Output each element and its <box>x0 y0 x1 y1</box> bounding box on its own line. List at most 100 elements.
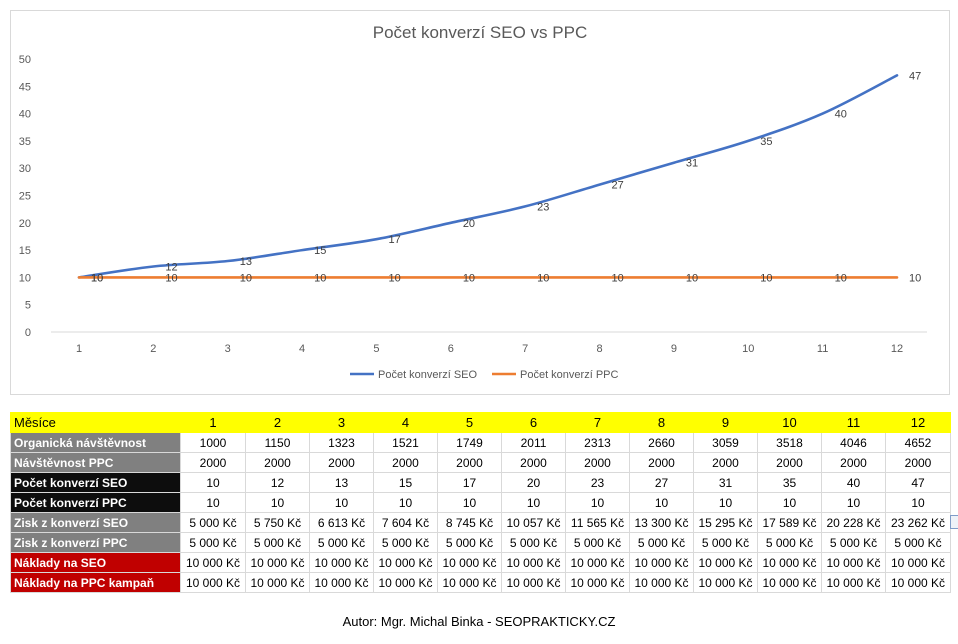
data-label: 10 <box>240 272 252 284</box>
x-tick-label: 8 <box>596 343 602 355</box>
table-cell: 23 <box>565 472 630 493</box>
x-tick-label: 12 <box>891 343 903 355</box>
data-label: 10 <box>835 272 847 284</box>
y-tick-label: 10 <box>19 272 31 284</box>
table-cell: 5 000 Kč <box>885 532 951 553</box>
data-label: 12 <box>165 261 177 273</box>
table-cell: 5 750 Kč <box>245 512 310 533</box>
data-label: 10 <box>612 272 624 284</box>
author-credit: Autor: Mgr. Michal Binka - SEOPRAKTICKY.… <box>342 614 616 629</box>
data-label: 15 <box>314 245 326 257</box>
data-label: 35 <box>760 136 772 148</box>
paste-options-icon[interactable] <box>950 515 958 529</box>
month-header-cell: 5 <box>437 412 502 433</box>
table-cell: 6 613 Kč <box>309 512 374 533</box>
table-cell: 31 <box>693 472 758 493</box>
y-tick-label: 40 <box>19 109 31 121</box>
x-tick-label: 1 <box>76 343 82 355</box>
table-cell: 10 000 Kč <box>437 552 502 573</box>
table-cell: 10 000 Kč <box>373 552 438 573</box>
table-header-label: Měsíce <box>10 412 181 433</box>
month-header-cell: 3 <box>309 412 374 433</box>
x-tick-label: 3 <box>225 343 231 355</box>
table-cell: 20 228 Kč <box>821 512 886 533</box>
table-cell: 2000 <box>309 452 374 473</box>
table-cell: 10 000 Kč <box>885 572 951 593</box>
data-label: 10 <box>388 272 400 284</box>
x-tick-label: 5 <box>373 343 379 355</box>
table-cell: 15 295 Kč <box>693 512 758 533</box>
table-cell: 17 <box>437 472 502 493</box>
data-label: 10 <box>314 272 326 284</box>
table-row: Zisk z konverzí PPC 5 000 Kč 5 000 Kč 5 000… <box>10 532 951 553</box>
table-cell: 8 745 Kč <box>437 512 502 533</box>
table-row: Zisk z konverzí SEO 5 000 Kč 5 750 Kč 6 613… <box>10 512 951 533</box>
table-cell: 10 <box>245 492 310 513</box>
data-table: Měsíce 1 2 3 4 5 6 7 8 9 10 11 12 Organická návštěvno… <box>10 412 951 593</box>
series-line <box>77 74 899 279</box>
data-label: 10 <box>463 272 475 284</box>
table-cell: 2000 <box>245 452 310 473</box>
table-cell: 10 000 Kč <box>437 572 502 593</box>
table-cell: 1150 <box>245 432 310 453</box>
table-cell: 5 000 Kč <box>437 532 502 553</box>
row-label: Zisk z konverzí PPC <box>10 532 181 553</box>
table-cell: 10 000 Kč <box>629 552 694 573</box>
chart-area: Počet konverzí SEO vs PPC 0 5 10 15 20 25 30 35… <box>10 10 950 395</box>
table-cell: 2000 <box>885 452 951 473</box>
table-cell: 10 057 Kč <box>501 512 566 533</box>
table-cell: 5 000 Kč <box>180 512 246 533</box>
series-lines <box>77 74 899 279</box>
table-cell: 13 300 Kč <box>629 512 694 533</box>
legend-label: Počet konverzí SEO <box>378 369 477 381</box>
table-cell: 1749 <box>437 432 502 453</box>
table-row: Náklady na PPC kampaň 10 000 Kč 10 000 Kč 1… <box>10 572 951 593</box>
y-tick-label: 15 <box>19 245 31 257</box>
table-cell: 10 <box>693 492 758 513</box>
table-cell: 10 000 Kč <box>245 572 310 593</box>
data-label: 10 <box>760 272 772 284</box>
table-cell: 5 000 Kč <box>693 532 758 553</box>
table-cell: 10 000 Kč <box>309 572 374 593</box>
line-chart: Počet konverzí SEO vs PPC 05101520253035… <box>19 23 927 381</box>
table-cell: 40 <box>821 472 886 493</box>
table-cell: 10 <box>629 492 694 513</box>
data-label: 31 <box>686 158 698 170</box>
table-cell: 2660 <box>629 432 694 453</box>
y-tick-label: 50 <box>19 54 31 66</box>
x-tick-label: 7 <box>522 343 528 355</box>
row-label: Zisk z konverzí SEO <box>10 512 181 533</box>
table-cell: 2000 <box>437 452 502 473</box>
table-cell: 10 000 Kč <box>565 552 630 573</box>
month-header-cell: 10 <box>757 412 822 433</box>
table-cell: 4652 <box>885 432 951 453</box>
table-row: Organická návštěvnost 1000 1150 1323 1521 174… <box>10 432 951 453</box>
table-cell: 10 000 Kč <box>180 572 246 593</box>
table-cell: 5 000 Kč <box>180 532 246 553</box>
data-label: 10 <box>165 272 177 284</box>
table-cell: 7 604 Kč <box>373 512 438 533</box>
x-tick-label: 9 <box>671 343 677 355</box>
month-header-cell: 12 <box>885 412 951 433</box>
chart-legend: Počet konverzí SEO Počet konverzí PPC <box>350 369 618 381</box>
table-cell: 2000 <box>565 452 630 473</box>
table-cell: 2000 <box>501 452 566 473</box>
table-cell: 2011 <box>501 432 566 453</box>
table-row: Počet konverzí SEO 10 12 13 15 17 20 23 27 31 35 40… <box>10 472 951 493</box>
table-cell: 10 <box>821 492 886 513</box>
table-cell: 3518 <box>757 432 822 453</box>
table-cell: 17 589 Kč <box>757 512 822 533</box>
month-header-cell: 8 <box>629 412 694 433</box>
table-cell: 10 000 Kč <box>629 572 694 593</box>
y-tick-label: 0 <box>25 327 31 339</box>
row-label: Počet konverzí PPC <box>10 492 181 513</box>
table-header-row: Měsíce 1 2 3 4 5 6 7 8 9 10 11 12 <box>10 412 951 433</box>
data-label: 10 <box>686 272 698 284</box>
table-cell: 10 <box>180 492 246 513</box>
table-cell: 47 <box>885 472 951 493</box>
month-header-cell: 4 <box>373 412 438 433</box>
data-label: 10 <box>537 272 549 284</box>
table-cell: 2000 <box>373 452 438 473</box>
month-header-cell: 9 <box>693 412 758 433</box>
data-label: 23 <box>537 201 549 213</box>
